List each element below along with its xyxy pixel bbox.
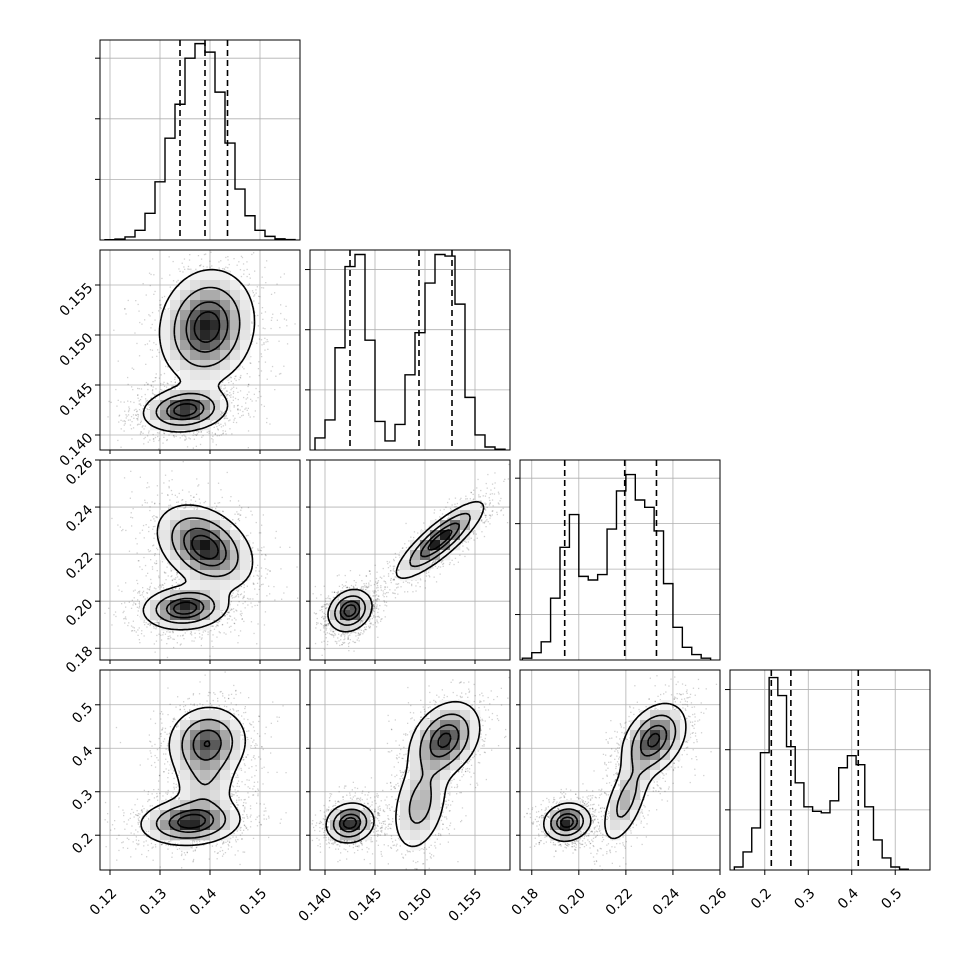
scatter-panel-0-1 [99,249,301,451]
panel-frame-4 [309,669,511,871]
panel-frame-5 [519,669,721,871]
scatter-panel-0-2 [99,459,301,661]
histogram-steps-3 [733,676,909,870]
contour-3-3 [176,740,211,829]
contour-4-0 [325,700,481,848]
xtick-label-3-2: 0.4 [835,885,862,912]
contour-1-0 [142,504,254,631]
xtick-label-0-1: 0.13 [137,885,170,918]
xtick-label-2-4: 0.26 [697,885,730,918]
xtick-label-1-0: 0.140 [296,885,336,925]
ytick-label-3-0: 0.2 [69,830,96,857]
histogram-frame-3 [729,669,931,871]
contour-2-3 [343,529,453,617]
xtick-label-0-3: 0.15 [237,885,270,918]
ytick-label-2-1: 0.20 [63,596,96,629]
xtick-label-1-3: 0.155 [446,885,486,925]
xtick-label-3-1: 0.3 [791,885,818,912]
contour-1-1 [155,517,239,624]
contour-3-2 [168,729,222,833]
contour-3-1 [155,718,234,839]
density-cells-4 [330,700,481,851]
contour-2-0 [327,500,485,633]
histogram-frame-1 [309,249,511,451]
xtick-label-0-0: 0.12 [87,885,120,918]
ytick-label-1-3: 0.155 [57,280,97,320]
scatter-panel-0-3 [99,669,301,871]
histogram-panel-0 [95,39,301,241]
panel-frame-3 [99,669,301,871]
histogram-steps-0 [104,42,296,241]
scatter-panel-1-2 [309,459,511,661]
scatter-panel-1-3 [309,669,511,871]
contour-5-3 [559,732,661,828]
ytick-label-2-2: 0.22 [63,549,96,582]
contour-4-1 [332,713,470,838]
ytick-label-3-1: 0.3 [69,787,96,814]
histogram-panel-3 [725,669,931,871]
density-cells-3 [140,710,251,851]
xtick-label-2-0: 0.18 [509,885,542,918]
ytick-label-3-3: 0.5 [69,700,96,727]
xtick-label-0-2: 0.14 [187,885,220,918]
contour-4-3 [342,732,452,830]
contour-0-0 [142,268,256,433]
ytick-label-2-0: 0.18 [63,643,96,676]
histogram-steps-2 [521,473,712,660]
xtick-label-2-2: 0.22 [603,885,636,918]
xtick-label-2-3: 0.24 [650,885,683,918]
contour-5-1 [550,714,677,837]
contour-1-3 [172,534,219,615]
contour-0-2 [166,301,229,421]
panel-frame-2 [309,459,511,661]
histogram-frame-0 [99,39,301,241]
histogram-panel-1 [305,249,511,451]
contour-1-2 [165,527,227,619]
ytick-label-2-3: 0.24 [63,502,96,535]
ytick-label-3-2: 0.4 [69,743,96,770]
contour-2-1 [334,512,471,626]
ytick-label-1-2: 0.150 [57,330,97,370]
contour-0-3 [173,311,221,417]
contour-5-0 [543,702,687,843]
ytick-label-1-1: 0.145 [57,380,97,420]
density-cells-2 [330,500,481,631]
histogram-frame-2 [519,459,721,661]
contour-0-1 [155,286,241,426]
histogram-steps-1 [314,253,506,450]
xtick-label-3-0: 0.2 [748,885,775,912]
contour-4-2 [338,724,460,833]
xtick-label-3-3: 0.5 [878,885,905,912]
contour-3-0 [140,706,247,847]
xtick-label-1-2: 0.150 [396,885,436,925]
contour-5-2 [555,724,668,832]
scatter-panel-2-3 [519,669,721,871]
xtick-label-1-1: 0.145 [346,885,386,925]
panel-frame-1 [99,459,301,661]
xtick-label-2-1: 0.20 [556,885,589,918]
histogram-panel-2 [515,459,721,661]
contour-2-2 [339,522,460,621]
panel-frame-0 [99,249,301,451]
